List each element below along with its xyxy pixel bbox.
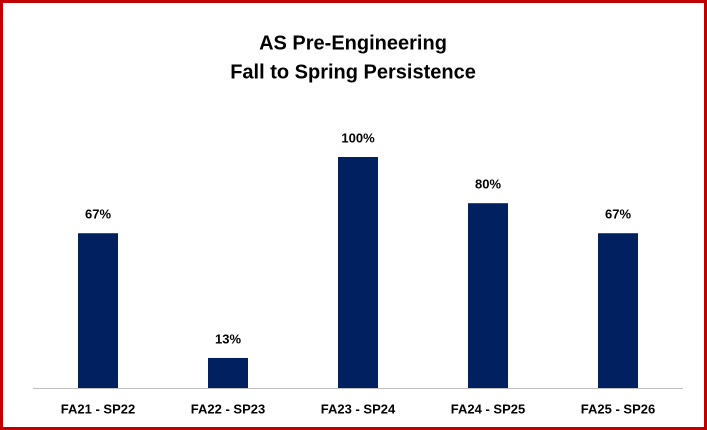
bar xyxy=(598,233,638,388)
x-tick-label: FA24 - SP25 xyxy=(451,401,525,416)
chart-title: Fall to Spring Persistence xyxy=(230,61,476,83)
x-tick-label: FA23 - SP24 xyxy=(321,401,396,416)
chart-title: AS Pre-Engineering xyxy=(259,32,447,54)
x-tick-label: FA21 - SP22 xyxy=(61,401,135,416)
data-label: 100% xyxy=(341,130,375,145)
bar xyxy=(468,203,508,388)
data-label: 67% xyxy=(85,207,111,222)
bar xyxy=(208,357,248,388)
data-label: 80% xyxy=(475,177,501,192)
data-label: 67% xyxy=(605,207,631,222)
bar xyxy=(78,233,118,388)
bar xyxy=(338,157,378,388)
x-tick-label: FA22 - SP23 xyxy=(191,401,265,416)
data-label: 13% xyxy=(215,331,241,346)
x-tick-label: FA25 - SP26 xyxy=(581,401,655,416)
